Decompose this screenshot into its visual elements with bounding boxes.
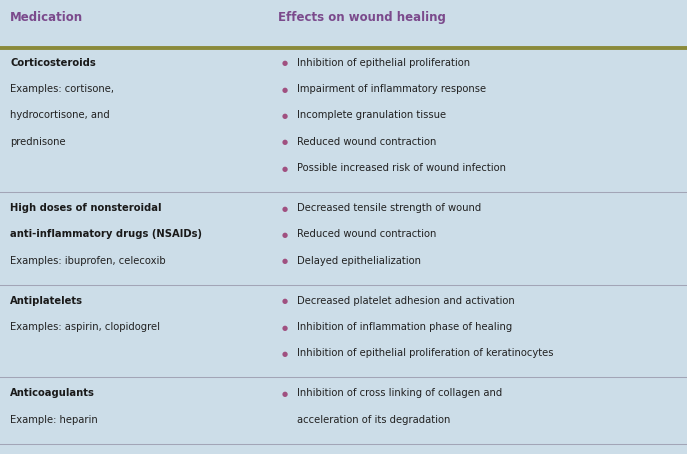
Text: Examples: cortisone,: Examples: cortisone,	[10, 84, 114, 94]
Text: Decreased tensile strength of wound: Decreased tensile strength of wound	[297, 203, 481, 213]
Text: Example: heparin: Example: heparin	[10, 415, 98, 424]
Text: High doses of nonsteroidal: High doses of nonsteroidal	[10, 203, 162, 213]
Text: Examples: aspirin, clopidogrel: Examples: aspirin, clopidogrel	[10, 322, 160, 332]
Text: ●: ●	[282, 232, 288, 238]
Text: ●: ●	[282, 298, 288, 304]
Text: Reduced wound contraction: Reduced wound contraction	[297, 137, 436, 147]
Text: ●: ●	[282, 113, 288, 119]
Text: Corticosteroids: Corticosteroids	[10, 58, 96, 68]
Text: ●: ●	[282, 351, 288, 357]
Text: Possible increased risk of wound infection: Possible increased risk of wound infecti…	[297, 163, 506, 173]
Text: Impairment of inflammatory response: Impairment of inflammatory response	[297, 84, 486, 94]
Text: Inhibition of epithelial proliferation: Inhibition of epithelial proliferation	[297, 58, 470, 68]
Text: Antiplatelets: Antiplatelets	[10, 296, 83, 306]
Text: anti-inflammatory drugs (NSAIDs): anti-inflammatory drugs (NSAIDs)	[10, 229, 202, 239]
Text: prednisone: prednisone	[10, 137, 66, 147]
Text: ●: ●	[282, 166, 288, 172]
Text: Medication: Medication	[10, 11, 83, 25]
Text: ●: ●	[282, 206, 288, 212]
Text: Effects on wound healing: Effects on wound healing	[278, 11, 446, 25]
Text: ●: ●	[282, 391, 288, 397]
Text: Inhibition of epithelial proliferation of keratinocytes: Inhibition of epithelial proliferation o…	[297, 348, 553, 358]
Text: ●: ●	[282, 325, 288, 331]
Text: Anticoagulants: Anticoagulants	[10, 388, 95, 398]
Text: hydrocortisone, and: hydrocortisone, and	[10, 110, 110, 120]
Text: Delayed epithelialization: Delayed epithelialization	[297, 256, 420, 266]
Text: ●: ●	[282, 258, 288, 264]
Text: ●: ●	[282, 139, 288, 145]
Text: ●: ●	[282, 87, 288, 93]
Text: Inhibition of cross linking of collagen and: Inhibition of cross linking of collagen …	[297, 388, 502, 398]
Text: Reduced wound contraction: Reduced wound contraction	[297, 229, 436, 239]
Text: Incomplete granulation tissue: Incomplete granulation tissue	[297, 110, 446, 120]
Text: ●: ●	[282, 60, 288, 66]
Text: Examples: ibuprofen, celecoxib: Examples: ibuprofen, celecoxib	[10, 256, 166, 266]
Text: acceleration of its degradation: acceleration of its degradation	[297, 415, 450, 424]
Text: Decreased platelet adhesion and activation: Decreased platelet adhesion and activati…	[297, 296, 515, 306]
Text: Inhibition of inflammation phase of healing: Inhibition of inflammation phase of heal…	[297, 322, 512, 332]
